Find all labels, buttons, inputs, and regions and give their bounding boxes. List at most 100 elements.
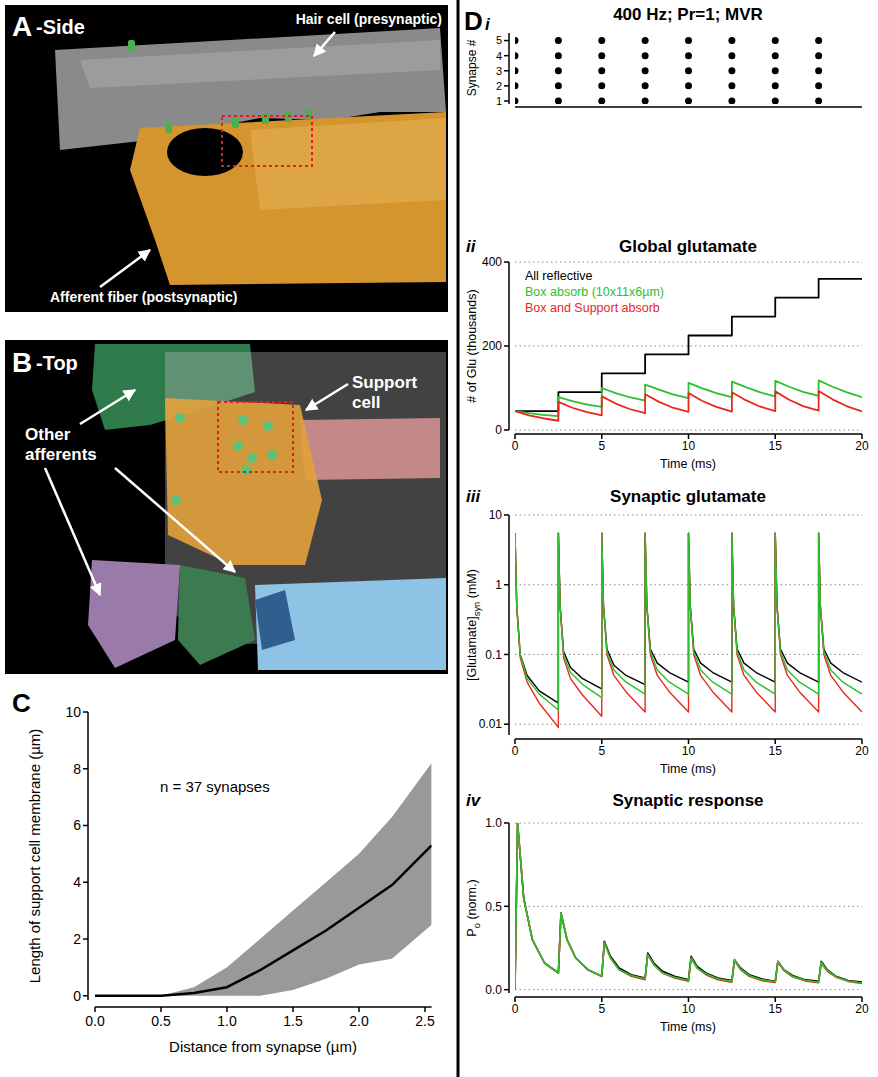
- raster-dot: [515, 82, 519, 89]
- chart-3: 0.010.111005101520: [479, 508, 869, 758]
- y-tick: [504, 989, 509, 991]
- arrow: [45, 468, 100, 595]
- x-tick-label: 5: [598, 744, 605, 758]
- label-line: Other: [25, 425, 71, 444]
- raster-dot: [728, 97, 735, 104]
- raster-dot: [772, 52, 779, 59]
- y-tick-label: 5: [496, 34, 502, 46]
- y-tick-label: 400: [482, 255, 502, 269]
- afferent: [255, 578, 446, 670]
- y-tick-label: 10: [489, 508, 503, 522]
- y-tick: [504, 822, 509, 824]
- x-tick-label: 5: [598, 439, 605, 453]
- raster-dot: [515, 52, 519, 59]
- grid-line: [515, 515, 862, 516]
- panel-label: B: [12, 347, 32, 378]
- series-line: [95, 845, 432, 995]
- afferent-fiber: [165, 398, 322, 565]
- raster-dot: [728, 52, 735, 59]
- raster-dot: [598, 97, 605, 104]
- x-tick-label: 20: [855, 744, 869, 758]
- arrow: [100, 250, 150, 287]
- y-tick: [504, 906, 509, 908]
- hair-cell-sheen: [80, 40, 440, 88]
- x-tick: [424, 1007, 426, 1012]
- x-tick-label: 10: [682, 744, 696, 758]
- raster-dot: [772, 37, 779, 44]
- title: Global glutamate: [619, 237, 757, 256]
- arrow: [306, 384, 348, 410]
- x-tick-label: 1.0: [217, 1013, 237, 1029]
- raster-dot: [728, 37, 735, 44]
- title: 400 Hz; Pr=1; MVR: [613, 5, 763, 24]
- label-line: cell: [352, 393, 380, 412]
- raster-dot: [555, 67, 562, 74]
- y-tick-label: 200: [482, 339, 502, 353]
- ribbon: [262, 113, 269, 124]
- x-axis-title: Time (ms): [660, 762, 716, 776]
- x-tick-label: 0: [512, 744, 519, 758]
- y-tick: [504, 584, 509, 586]
- ribbon: [233, 441, 243, 451]
- y-tick-label: 10: [65, 704, 81, 720]
- title: Synaptic response: [612, 791, 763, 810]
- y-axis-title: Synapse #: [465, 39, 479, 96]
- raster-dot: [515, 37, 519, 44]
- grid-line: [515, 989, 862, 990]
- raster-dot: [772, 67, 779, 74]
- y-tick-label: 0.5: [485, 900, 502, 914]
- y-tick: [504, 261, 509, 263]
- y-tick-label: 6: [73, 817, 81, 833]
- y-tick: [83, 995, 88, 997]
- data-layer: [515, 823, 862, 990]
- raster-dot: [515, 67, 519, 74]
- raster-dot: [555, 82, 562, 89]
- y-axis: [508, 515, 510, 735]
- view-label: -Side: [36, 16, 85, 38]
- data-layer: [95, 763, 432, 996]
- label: Hair cell (presynaptic): [296, 11, 442, 27]
- y-tick: [504, 654, 509, 656]
- ribbon: [247, 453, 257, 463]
- x-tick-label: 2.0: [349, 1013, 369, 1029]
- subpanel-label: iv: [466, 791, 482, 810]
- y-axis: [508, 33, 510, 104]
- data-layer: [515, 533, 862, 727]
- y-tick: [83, 881, 88, 883]
- y-tick: [504, 100, 509, 102]
- raster-dot: [728, 67, 735, 74]
- grid-line: [515, 262, 862, 263]
- x-tick: [160, 1007, 162, 1012]
- series-line: [515, 823, 862, 990]
- x-tick-label: 2.5: [415, 1013, 435, 1029]
- arrow: [314, 32, 335, 56]
- y-axis: [508, 823, 510, 993]
- y-tick: [83, 768, 88, 770]
- y-tick-label: 1: [495, 578, 502, 592]
- ribbon: [305, 109, 312, 120]
- y-tick: [504, 40, 509, 42]
- afferent-sheen: [250, 118, 446, 210]
- chart-4: 0.00.51.005101520: [485, 816, 869, 1016]
- chart-2: 020040005101520: [482, 255, 869, 453]
- label-part: (mM): [465, 569, 479, 602]
- annotation: n = 37 synapses: [160, 778, 270, 795]
- raster-dot: [772, 82, 779, 89]
- label-part: [Glutamate]: [465, 616, 479, 681]
- hole: [167, 128, 243, 176]
- raster-dot: [728, 82, 735, 89]
- y-axis-title: Length of support cell membrane (µm): [26, 729, 43, 984]
- afferent: [88, 560, 180, 668]
- x-tick-label: 0: [512, 1002, 519, 1016]
- chart-1: 12345: [496, 33, 862, 107]
- y-tick-label: 4: [496, 50, 502, 62]
- x-axis-title: Time (ms): [660, 457, 716, 471]
- y-axis-title: # of Glu (thousands): [465, 289, 479, 402]
- chart-0: 02468100.00.51.01.52.02.5: [65, 704, 435, 1029]
- y-tick: [504, 55, 509, 57]
- series-line: [515, 533, 862, 710]
- grid-line: [515, 823, 862, 824]
- x-tick-label: 20: [855, 1002, 869, 1016]
- afferent-fiber: [130, 112, 446, 285]
- x-tick: [358, 1007, 360, 1012]
